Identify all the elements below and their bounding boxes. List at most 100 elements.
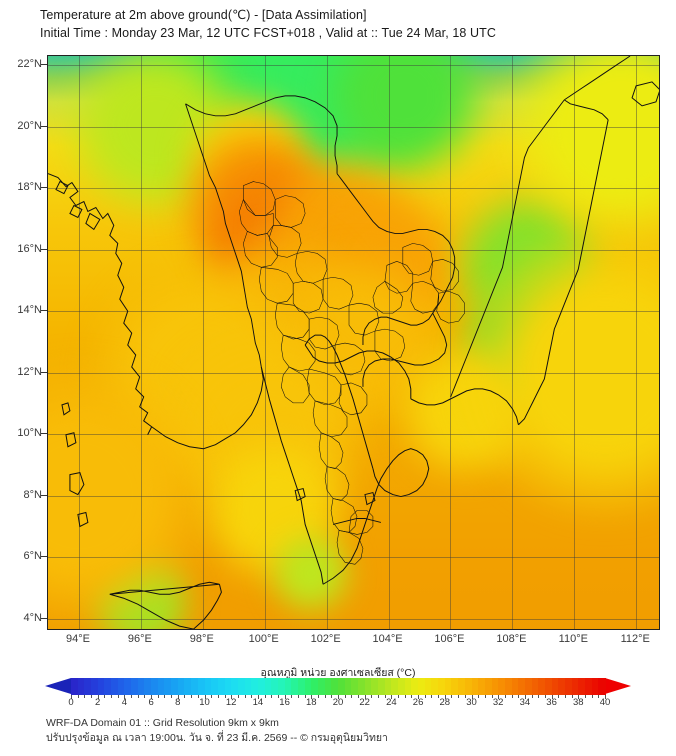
- x-axis-tick-label: 96°E: [127, 633, 152, 645]
- colorbar-tick-label: 4: [121, 697, 128, 708]
- colorbar-tick: [438, 695, 440, 698]
- colorbar-tick: [91, 695, 93, 698]
- colorbar-swatch: [398, 678, 406, 695]
- colorbar-tick: [144, 695, 146, 698]
- colorbar-swatch: [237, 678, 246, 695]
- colorbar-swatch: [317, 678, 326, 695]
- x-axis-tick-label: 104°E: [372, 633, 403, 645]
- gridline-latitude: [48, 126, 659, 128]
- colorbar-tick: [391, 695, 393, 699]
- colorbar-swatch: [171, 678, 179, 695]
- colorbar-swatch: [131, 678, 139, 695]
- colorbar-tick: [518, 695, 520, 698]
- colorbar-swatch: [478, 678, 486, 695]
- colorbar-swatch: [544, 678, 553, 695]
- colorbar-swatch: [204, 678, 212, 695]
- colorbar-tick-label: 12: [225, 697, 237, 708]
- gridline-longitude: [326, 56, 328, 629]
- colorbar-swatch: [144, 678, 152, 695]
- colorbar-swatch: [257, 678, 266, 695]
- colorbar-tick-label: 30: [466, 697, 477, 708]
- colorbar-tick: [351, 695, 353, 698]
- colorbar-swatch: [578, 678, 586, 695]
- gridline-latitude: [48, 65, 659, 67]
- colorbar-tick-label: 0: [68, 697, 74, 708]
- map-subtitle: Initial Time : Monday 23 Mar, 12 UTC FCS…: [40, 26, 497, 40]
- colorbar-tick-label: 38: [573, 697, 584, 708]
- colorbar-swatch: [311, 678, 319, 695]
- colorbar-tick: [71, 695, 72, 699]
- x-axis-tick-label: 94°E: [65, 633, 90, 645]
- colorbar-swatch: [378, 678, 386, 695]
- x-axis-tick-label: 108°E: [496, 633, 527, 645]
- colorbar-tick-label: 26: [412, 697, 424, 708]
- footer-credit: ปรับปรุงข้อมูล ณ เวลา 19:00น. วัน จ. ที่…: [46, 732, 388, 744]
- temperature-map-plot[interactable]: [47, 55, 660, 630]
- colorbar-swatch: [404, 678, 413, 695]
- colorbar-tick: [271, 695, 273, 698]
- y-axis-tick-label: 8°N: [23, 488, 42, 501]
- gridline-latitude: [48, 249, 659, 251]
- colorbar-tick: [124, 695, 126, 699]
- colorbar-swatch: [231, 678, 239, 695]
- colorbar-tick: [531, 695, 533, 698]
- colorbar-tick: [244, 695, 246, 698]
- colorbar-swatch: [271, 678, 279, 695]
- y-axis-tick-mark: [41, 310, 47, 312]
- x-axis-tick-label: 110°E: [558, 633, 588, 645]
- colorbar-tick: [84, 695, 86, 698]
- y-axis-tick-label: 16°N: [17, 242, 42, 255]
- gridline-latitude: [48, 311, 659, 313]
- footer-domain-info: WRF-DA Domain 01 :: Grid Resolution 9km …: [46, 717, 279, 729]
- colorbar-swatch: [384, 678, 392, 695]
- colorbar-tick-label: 16: [279, 697, 290, 708]
- x-axis-tick-label: 100°E: [248, 633, 279, 645]
- colorbar-tick: [157, 695, 159, 698]
- colorbar-swatch: [351, 678, 359, 695]
- colorbar-swatch: [418, 678, 426, 695]
- colorbar-swatch: [304, 678, 312, 695]
- colorbar[interactable]: 0 2 4 6 8 10 12 14 16 18 20 22 24 26 28 30 32 34 36 38 40: [45, 678, 631, 708]
- colorbar-tick: [411, 695, 413, 698]
- colorbar-tick-label: 20: [332, 697, 344, 708]
- colorbar-tick: [444, 695, 446, 699]
- colorbar-under-arrow-icon: [45, 678, 71, 694]
- colorbar-tick: [478, 695, 480, 698]
- colorbar-swatch: [438, 678, 446, 695]
- colorbar-tick: [197, 695, 199, 698]
- y-axis-tick-mark: [41, 187, 47, 189]
- colorbar-tick: [224, 695, 226, 698]
- colorbar-over-arrow-icon: [605, 678, 631, 694]
- colorbar-tick: [97, 695, 99, 699]
- map-title: Temperature at 2m above ground(℃) - [Dat…: [40, 8, 367, 22]
- gridline-longitude: [388, 56, 390, 629]
- colorbar-swatch: [77, 678, 85, 695]
- colorbar-swatch: [598, 678, 606, 695]
- colorbar-tick: [558, 695, 560, 698]
- colorbar-swatch: [344, 678, 352, 695]
- colorbar-tick: [524, 695, 526, 699]
- colorbar-tick-label: 34: [519, 697, 531, 708]
- x-axis-tick-label: 106°E: [434, 633, 465, 645]
- colorbar-swatch: [117, 678, 125, 695]
- colorbar-swatch: [177, 678, 186, 695]
- colorbar-swatch: [491, 678, 499, 695]
- colorbar-tick-label: 10: [199, 697, 210, 708]
- colorbar-swatch: [157, 678, 166, 695]
- colorbar-swatch: [137, 678, 146, 695]
- gridline-latitude: [48, 434, 659, 436]
- gridline-latitude: [48, 618, 659, 620]
- colorbar-tick: [451, 695, 453, 698]
- y-axis-tick-label: 4°N: [23, 611, 42, 624]
- colorbar-tick: [324, 695, 326, 698]
- gridline-longitude: [574, 56, 576, 629]
- colorbar-swatch: [504, 678, 513, 695]
- gridline-longitude: [202, 56, 204, 629]
- colorbar-swatch: [184, 678, 192, 695]
- colorbar-tick-label: 2: [95, 697, 101, 708]
- colorbar-tick: [177, 695, 179, 699]
- colorbar-tick: [211, 695, 213, 698]
- colorbar-tick: [191, 695, 193, 698]
- colorbar-swatch: [371, 678, 379, 695]
- title-block: Temperature at 2m above ground(℃) - [Dat…: [40, 6, 660, 42]
